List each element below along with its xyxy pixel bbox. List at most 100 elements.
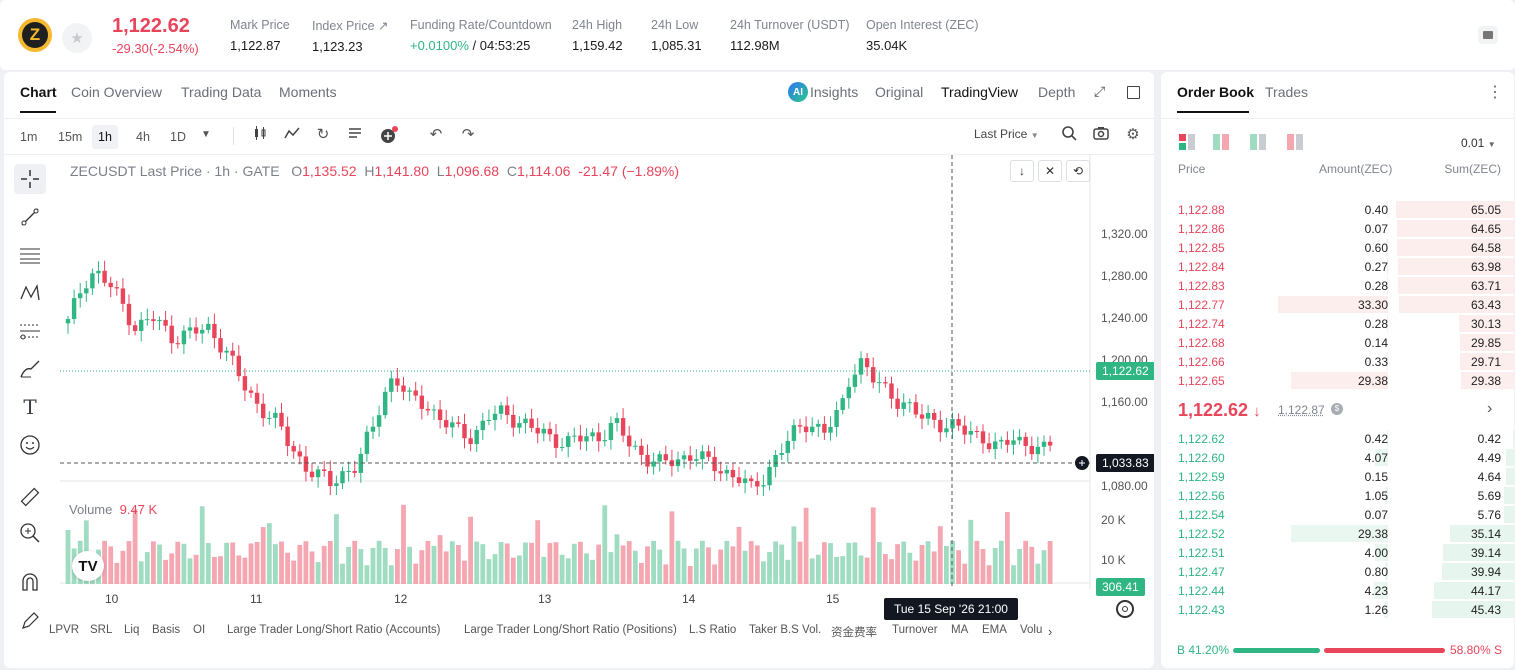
- collapse-icon[interactable]: ✕: [1038, 160, 1062, 182]
- replay-icon[interactable]: ↻: [316, 126, 330, 143]
- bid-row[interactable]: 1,122.59 0.15 4.64: [1161, 467, 1514, 486]
- ask-row[interactable]: 1,122.83 0.28 63.71: [1161, 276, 1514, 295]
- view-insights[interactable]: Insights: [810, 84, 859, 100]
- chart-settings-icon[interactable]: [1116, 600, 1134, 618]
- candle-body: [126, 303, 132, 326]
- indicator-item[interactable]: Liq: [124, 624, 140, 636]
- indicator-item[interactable]: Volu: [1020, 624, 1043, 636]
- index-price-stat[interactable]: Index Price ↗ 1,123.23: [312, 19, 389, 54]
- view-asks-icon[interactable]: [1287, 134, 1307, 152]
- ask-row[interactable]: 1,122.66 0.33 29.71: [1161, 352, 1514, 371]
- ask-row[interactable]: 1,122.77 33.30 63.43: [1161, 295, 1514, 314]
- indicator-item[interactable]: LPVR: [49, 624, 80, 636]
- volume-bar: [358, 549, 364, 584]
- indicator-item[interactable]: Basis: [152, 624, 181, 636]
- indicator-item[interactable]: Large Trader Long/Short Ratio (Positions…: [464, 624, 677, 636]
- precision-select[interactable]: 0.01 ▼: [1461, 136, 1496, 150]
- pattern-tool-icon[interactable]: [14, 278, 46, 308]
- timeframe-1d[interactable]: 1D: [170, 130, 186, 144]
- indicator-item[interactable]: Taker B.S Vol.: [749, 624, 822, 636]
- timeframe-1h[interactable]: 1h: [92, 125, 118, 149]
- timeframe-1m[interactable]: 1m: [20, 130, 38, 144]
- bid-row[interactable]: 1,122.43 1.26 45.43: [1161, 600, 1514, 619]
- indicator-item[interactable]: SRL: [90, 624, 113, 636]
- tab-trading-data[interactable]: Trading Data: [181, 84, 262, 100]
- indicator-item[interactable]: L.S Ratio: [689, 624, 737, 636]
- view-depth[interactable]: Depth: [1038, 84, 1076, 100]
- price-chart[interactable]: 1,320.001,280.001,240.001,200.001,160.00…: [4, 155, 1154, 619]
- bid-row[interactable]: 1,122.62 0.42 0.42: [1161, 429, 1514, 448]
- gear-icon[interactable]: ⚙: [1126, 126, 1140, 143]
- bid-row[interactable]: 1,122.54 0.07 5.76: [1161, 505, 1514, 524]
- tab-moments[interactable]: Moments: [279, 84, 337, 100]
- volume-bar: [925, 541, 931, 584]
- tab-coin-overview[interactable]: Coin Overview: [71, 84, 163, 100]
- view-split-icon[interactable]: [1213, 134, 1233, 152]
- bid-row[interactable]: 1,122.51 4.00 39.14: [1161, 543, 1514, 562]
- chevron-right-icon[interactable]: ›: [1048, 624, 1053, 639]
- maximize-icon[interactable]: [1127, 86, 1140, 99]
- refresh-icon[interactable]: ⟲: [1066, 160, 1090, 182]
- brush-tool-icon[interactable]: [14, 354, 46, 384]
- search-icon[interactable]: [1059, 125, 1079, 145]
- candle-body: [529, 418, 534, 428]
- bid-row[interactable]: 1,122.44 4.23 44.17: [1161, 581, 1514, 600]
- ask-row[interactable]: 1,122.65 29.38 29.38: [1161, 371, 1514, 390]
- magnet-tool-icon[interactable]: [14, 568, 46, 598]
- bid-row[interactable]: 1,122.56 1.05 5.69: [1161, 486, 1514, 505]
- indicator-item[interactable]: Turnover: [892, 624, 938, 636]
- view-bids-icon[interactable]: [1250, 134, 1270, 152]
- timeframe-dropdown-icon[interactable]: ▼: [201, 129, 211, 140]
- redo-icon[interactable]: ↷: [461, 126, 475, 143]
- tab-order-book[interactable]: Order Book: [1177, 84, 1255, 100]
- undo-icon[interactable]: ↶: [429, 126, 443, 143]
- templates-icon[interactable]: [345, 125, 365, 145]
- notebook-icon[interactable]: [1478, 26, 1498, 44]
- ask-row[interactable]: 1,122.88 0.40 65.05: [1161, 200, 1514, 219]
- indicator-item[interactable]: OI: [193, 624, 206, 636]
- tab-trades[interactable]: Trades: [1265, 84, 1309, 100]
- fib-tool-icon[interactable]: [14, 316, 46, 346]
- candle-type-icon[interactable]: [250, 125, 270, 145]
- ruler-tool-icon[interactable]: [14, 482, 46, 512]
- bid-row[interactable]: 1,122.47 0.80 39.94: [1161, 562, 1514, 581]
- volume-bar: [346, 546, 351, 584]
- indicators-icon[interactable]: [282, 125, 302, 145]
- pencil-tool-icon[interactable]: [14, 606, 46, 636]
- view-tradingview[interactable]: TradingView: [941, 84, 1019, 100]
- ask-row[interactable]: 1,122.84 0.27 63.98: [1161, 257, 1514, 276]
- chevron-right-icon[interactable]: ›: [1487, 400, 1493, 417]
- indicator-item[interactable]: EMA: [982, 624, 1007, 636]
- sell-ratio: 58.80% S: [1449, 643, 1502, 657]
- row-sum: 64.58: [1470, 241, 1501, 255]
- timeframe-15m[interactable]: 15m: [58, 130, 83, 144]
- ask-row[interactable]: 1,122.74 0.28 30.13: [1161, 314, 1514, 333]
- view-original[interactable]: Original: [875, 84, 924, 100]
- timeframe-4h[interactable]: 4h: [136, 130, 150, 144]
- text-tool-icon[interactable]: T: [23, 395, 37, 419]
- trend-line-tool-icon[interactable]: [14, 202, 46, 232]
- favorite-star-icon[interactable]: ★: [62, 23, 92, 53]
- ask-row[interactable]: 1,122.85 0.60 64.58: [1161, 238, 1514, 257]
- zoom-in-tool-icon[interactable]: [14, 518, 46, 548]
- indicator-item[interactable]: Large Trader Long/Short Ratio (Accounts): [227, 624, 441, 636]
- indicator-item[interactable]: MA: [951, 624, 969, 636]
- camera-icon[interactable]: [1091, 125, 1111, 145]
- volume-bar: [266, 523, 272, 584]
- price-source-select[interactable]: Last Price ▼: [974, 127, 1039, 141]
- indicator-item[interactable]: 资金费率: [831, 627, 877, 639]
- crosshair-tool-icon[interactable]: [14, 164, 46, 194]
- bid-row[interactable]: 1,122.60 4.07 4.49: [1161, 448, 1514, 467]
- more-vertical-icon[interactable]: ⋮: [1487, 84, 1503, 101]
- ask-row[interactable]: 1,122.86 0.07 64.65: [1161, 219, 1514, 238]
- add-alert-icon[interactable]: [379, 125, 399, 145]
- scroll-down-icon[interactable]: ↓: [1010, 160, 1034, 182]
- view-both-icon[interactable]: [1179, 134, 1199, 152]
- emoji-tool-icon[interactable]: [14, 430, 46, 460]
- row-sum: 0.42: [1477, 432, 1501, 446]
- expand-icon[interactable]: ⤢: [1094, 83, 1106, 99]
- bid-row[interactable]: 1,122.52 29.38 35.14: [1161, 524, 1514, 543]
- horizontal-lines-tool-icon[interactable]: [14, 240, 46, 270]
- tab-chart[interactable]: Chart: [20, 84, 57, 100]
- ask-row[interactable]: 1,122.68 0.14 29.85: [1161, 333, 1514, 352]
